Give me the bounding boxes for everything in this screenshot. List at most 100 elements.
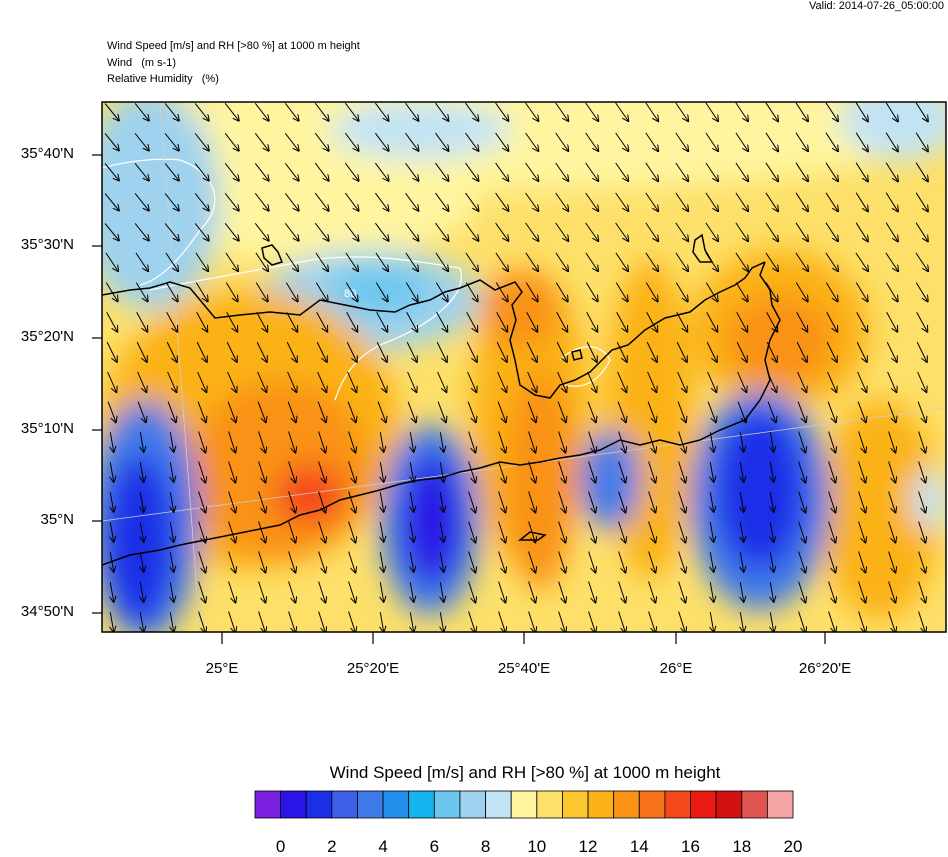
wind-arrow xyxy=(196,341,207,362)
wind-arrow xyxy=(170,582,173,602)
wind-arrow xyxy=(284,192,298,210)
wind-arrow xyxy=(556,341,567,362)
colorbar-swatch xyxy=(690,790,717,819)
wind-arrow xyxy=(224,192,239,210)
wind-arrow xyxy=(915,252,928,271)
wind-arrow xyxy=(705,162,718,181)
wind-arrow xyxy=(528,611,536,632)
wind-arrow xyxy=(888,611,896,632)
wind-arrow xyxy=(710,582,713,602)
wind-arrow xyxy=(705,132,718,151)
wind-arrow xyxy=(797,401,806,423)
wind-arrow xyxy=(587,371,597,392)
wind-arrow xyxy=(286,341,297,362)
wind-arrow xyxy=(828,611,836,632)
wind-arrow xyxy=(888,581,896,603)
wind-arrow xyxy=(525,192,539,211)
wind-arrow xyxy=(257,371,267,392)
wind-arrow xyxy=(498,521,506,543)
wind-arrow xyxy=(675,192,688,211)
wind-arrow xyxy=(436,341,447,362)
wind-arrow xyxy=(228,611,236,632)
wind-arrow xyxy=(315,282,327,302)
wind-arrow xyxy=(435,222,449,241)
wind-arrow xyxy=(885,132,898,152)
wind-arrow xyxy=(587,401,596,423)
wind-arrow xyxy=(856,312,868,331)
wind-arrow xyxy=(106,312,118,331)
wind-arrow xyxy=(855,102,868,122)
wind-arrow xyxy=(885,192,898,212)
wind-arrow xyxy=(468,581,476,603)
wind-arrow xyxy=(676,312,688,331)
wind-arrow xyxy=(615,282,627,302)
wind-arrow xyxy=(918,581,926,603)
wind-arrow xyxy=(345,282,357,302)
wind-arrow xyxy=(675,252,688,271)
wind-arrow xyxy=(407,401,416,423)
wind-arrow xyxy=(498,551,506,573)
wind-arrow xyxy=(167,371,177,392)
colorbar-swatch xyxy=(357,790,384,819)
wind-arrow xyxy=(407,371,417,392)
wind-arrow xyxy=(796,341,807,362)
wind-arrow xyxy=(410,432,413,452)
wind-arrow xyxy=(465,192,479,211)
wind-arrow xyxy=(795,282,807,302)
wind-arrow xyxy=(377,371,387,392)
wind-arrow xyxy=(410,462,413,482)
wind-arrow xyxy=(528,581,536,603)
wind-arrow xyxy=(886,341,897,362)
wind-arrow xyxy=(676,341,687,362)
wind-arrow xyxy=(858,611,866,632)
wind-arrow xyxy=(765,252,778,271)
wind-arrow xyxy=(347,371,357,392)
wind-arrow xyxy=(740,612,743,632)
wind-arrow xyxy=(197,401,206,423)
header-rh: Relative Humidity (%) xyxy=(107,73,219,85)
wind-arrow xyxy=(588,491,596,513)
wind-arrow xyxy=(736,312,748,331)
wind-arrow xyxy=(588,611,596,632)
wind-arrow xyxy=(110,462,113,482)
wind-arrow xyxy=(254,222,268,240)
wind-arrow xyxy=(314,192,328,211)
colorbar-tick-label: 8 xyxy=(480,837,491,856)
wind-arrow xyxy=(198,581,206,603)
wind-arrow xyxy=(134,103,149,120)
wind-arrow xyxy=(318,581,326,603)
wind-arrow xyxy=(258,551,266,573)
lat-label-35-10: 35°10'N xyxy=(20,420,74,437)
wind-arrow xyxy=(465,282,477,302)
wind-arrow xyxy=(316,312,328,331)
wind-arrow xyxy=(316,341,327,362)
colorbar-tick-label: 0 xyxy=(275,837,286,856)
wind-arrow xyxy=(467,371,477,392)
wind-arrow xyxy=(287,401,296,423)
wind-arrow xyxy=(348,431,356,453)
wind-arrow xyxy=(228,491,236,513)
colorbar-tick-label: 4 xyxy=(378,837,388,856)
wind-arrow xyxy=(825,222,838,241)
wind-arrow xyxy=(436,312,448,331)
wind-arrow xyxy=(615,252,628,271)
wind-arrow xyxy=(198,551,206,573)
wind-arrow xyxy=(284,222,298,240)
wind-arrow xyxy=(468,431,476,453)
wind-arrow xyxy=(257,401,266,423)
wind-arrow xyxy=(765,192,778,211)
wind-arrow xyxy=(314,222,328,241)
wind-arrow xyxy=(497,401,506,423)
wind-arrow xyxy=(585,222,599,241)
wind-arrow xyxy=(344,132,358,151)
wind-arrow xyxy=(467,401,476,423)
wind-arrow xyxy=(795,222,808,241)
wind-arrow xyxy=(678,431,686,453)
wind-arrow xyxy=(915,102,928,122)
wind-arrow xyxy=(645,132,658,151)
wind-arrow xyxy=(140,432,143,452)
wind-arrow xyxy=(918,611,926,632)
wind-arrow xyxy=(740,492,743,512)
wind-arrow xyxy=(887,401,896,423)
wind-arrow xyxy=(737,401,746,423)
